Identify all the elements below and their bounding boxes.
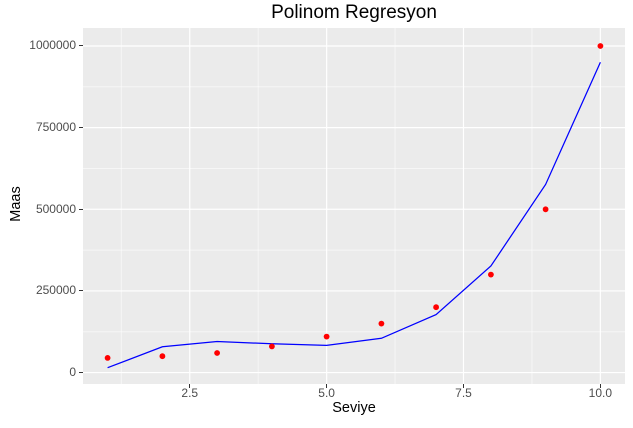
x-axis-tick-mark <box>599 384 601 388</box>
x-tick-label: 2.5 <box>181 386 199 400</box>
chart-title: Polinom Regresyon <box>271 2 437 23</box>
data-point <box>488 271 494 278</box>
x-tick-label: 5.0 <box>318 386 335 400</box>
regression-line <box>107 61 601 369</box>
data-point <box>214 350 221 356</box>
plot-area-svg <box>83 28 625 384</box>
x-axis-tick-mark <box>326 384 328 388</box>
data-point <box>104 355 111 361</box>
panel-background <box>83 28 625 384</box>
data-point <box>542 206 549 213</box>
x-axis-tick-mark <box>189 384 191 388</box>
y-axis-tick-mark <box>79 290 83 292</box>
y-axis-tick-mark <box>79 372 83 374</box>
data-point <box>269 343 275 350</box>
data-point <box>159 353 166 360</box>
y-axis-tick-mark <box>79 45 83 47</box>
x-tick-label: 7.5 <box>455 386 472 400</box>
y-tick-label: 250000 <box>35 283 76 298</box>
data-point <box>378 320 385 327</box>
y-tick-label: 0 <box>69 365 76 380</box>
data-point <box>433 304 439 311</box>
y-tick-label: 500000 <box>35 201 76 216</box>
plot-panel <box>83 28 625 384</box>
y-axis-tick-mark <box>79 127 83 129</box>
data-point <box>323 333 330 340</box>
x-axis-tick-mark <box>462 384 464 388</box>
y-axis-tick-mark <box>79 208 83 210</box>
x-axis-title: Seviye <box>332 400 376 416</box>
x-tick-label: 10.0 <box>588 386 613 400</box>
data-point <box>597 43 604 49</box>
y-tick-label: 750000 <box>35 120 76 135</box>
y-tick-label: 1000000 <box>29 38 76 53</box>
